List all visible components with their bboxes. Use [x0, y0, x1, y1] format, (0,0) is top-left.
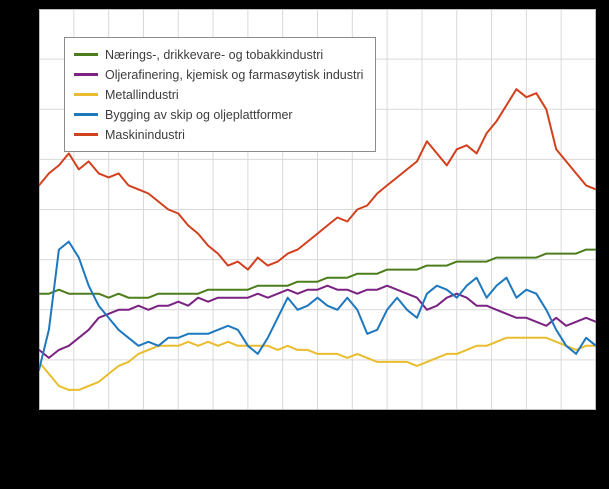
legend-item: Nærings-, drikkevare- og tobakkindustri	[74, 45, 363, 64]
legend-swatch-line	[74, 53, 98, 56]
legend-swatch-line	[74, 73, 98, 76]
plot-area: Nærings-, drikkevare- og tobakkindustri …	[39, 9, 596, 410]
legend-item: Maskinindustri	[74, 125, 363, 144]
legend-label: Metallindustri	[105, 87, 179, 102]
chart-legend: Nærings-, drikkevare- og tobakkindustri …	[64, 37, 377, 152]
legend-label: Maskinindustri	[105, 127, 185, 142]
legend-swatch-line	[74, 93, 98, 96]
legend-item: Metallindustri	[74, 85, 363, 104]
legend-label: Nærings-, drikkevare- og tobakkindustri	[105, 47, 324, 62]
legend-item: Bygging av skip og oljeplattformer	[74, 105, 363, 124]
legend-swatch-line	[74, 113, 98, 116]
legend-item: Oljerafinering, kjemisk og farmasøytisk …	[74, 65, 363, 84]
legend-swatch-line	[74, 133, 98, 136]
legend-label: Oljerafinering, kjemisk og farmasøytisk …	[105, 67, 364, 82]
legend-label: Bygging av skip og oljeplattformer	[105, 107, 293, 122]
